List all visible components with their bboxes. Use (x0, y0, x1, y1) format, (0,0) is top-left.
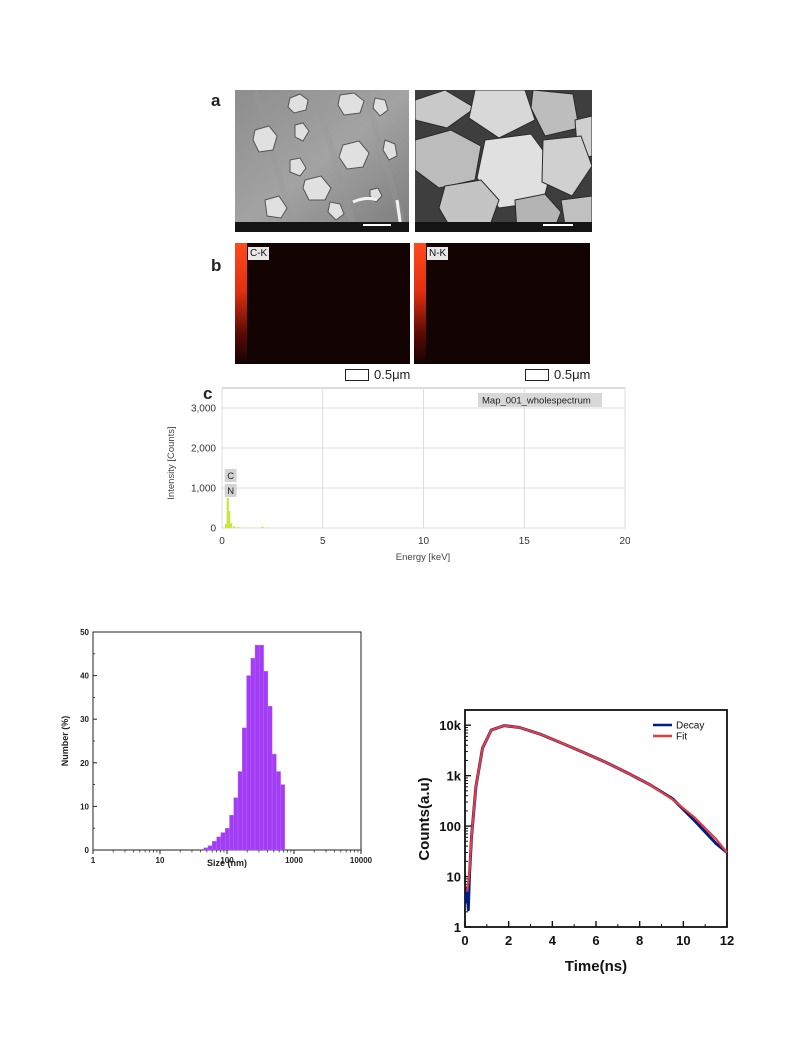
x-axis-label: Energy [keV] (396, 552, 450, 563)
y-axis-label: Number (%) (60, 716, 70, 767)
peak-label: N (227, 486, 234, 497)
histogram-bar (233, 797, 239, 851)
x-tick-label: 10000 (350, 856, 373, 865)
plot-frame (92, 631, 362, 851)
histogram-bar (216, 836, 222, 851)
sem-image-right (415, 90, 592, 232)
y-tick-label: 50 (80, 628, 89, 637)
histogram-bar (242, 727, 247, 851)
y-tick-label: 40 (80, 672, 89, 681)
histogram-bar (207, 845, 213, 851)
histogram-bar (237, 771, 243, 851)
x-tick-label: 12 (720, 933, 734, 948)
peak-label: C (227, 471, 234, 482)
histogram-bar (211, 841, 217, 851)
histogram-bar (203, 847, 209, 851)
x-tick-label: 10 (156, 856, 165, 865)
eds-colorbar (414, 243, 426, 364)
peak-label-box (224, 484, 237, 497)
peak-label-box (224, 469, 237, 482)
scale-bar-right: 0.5μm (525, 367, 590, 382)
plot-frame (464, 709, 728, 928)
panel-label-b: b (211, 256, 222, 275)
x-tick-label: 2 (505, 933, 512, 948)
y-tick-label: 10 (80, 802, 89, 811)
x-tick-label: 4 (549, 933, 557, 948)
spectrum-bar (226, 498, 229, 528)
x-tick-label: 20 (619, 536, 630, 547)
panel-label-c: c (203, 384, 213, 403)
histogram-bar (263, 671, 269, 851)
x-tick-label: 0 (219, 536, 225, 547)
legend-label: Decay (676, 721, 704, 732)
x-tick-label: 0 (461, 933, 468, 948)
eds-element-tag: N-K (427, 247, 449, 260)
histogram-bar (229, 814, 234, 851)
histogram-bar (271, 753, 277, 851)
y-tick-label: 20 (80, 759, 89, 768)
scale-bar-label: 0.5μm (554, 367, 591, 382)
x-axis-label: Size (nm) (207, 858, 247, 868)
spectrum-bar (233, 526, 236, 528)
spectrum-bar (225, 524, 228, 528)
x-tick-label: 10 (418, 536, 430, 547)
y-tick-label: 0 (85, 846, 90, 855)
spectrum-bar (230, 523, 233, 528)
scale-bar-box (345, 368, 369, 381)
scale-bar-left: 0.5μm (345, 367, 410, 382)
y-tick-label: 0 (210, 524, 216, 535)
y-axis-label: Counts(a.u) (416, 777, 433, 860)
x-tick-label: 1 (91, 856, 96, 865)
histogram-bar (254, 644, 260, 851)
series-line-fit (466, 724, 728, 892)
x-tick-label: 5 (320, 536, 326, 547)
panel-label-a: a (211, 91, 221, 110)
x-axis-label: Time(ns) (565, 958, 627, 975)
x-tick-label: 8 (636, 933, 643, 948)
histogram-bar (250, 657, 256, 851)
histogram-bar (246, 675, 252, 851)
scale-bar-label: 0.5μm (374, 367, 411, 382)
histogram-bar (276, 771, 281, 851)
spectrum-bar (228, 511, 231, 528)
spectrum-bar (261, 526, 264, 528)
y-tick-label: 1k (447, 769, 462, 784)
eds-colorbar (235, 243, 247, 364)
eds-spectrum-chart: 0 1,000 2,000 3,000 0 5 10 15 20 Map_001_wholes… (166, 387, 630, 563)
legend-label: Fit (676, 732, 687, 743)
histogram-bar (220, 832, 226, 851)
histogram-bar (224, 827, 230, 851)
scale-bar-box (525, 368, 549, 381)
x-tick-label: 6 (592, 933, 599, 948)
histogram-bar (259, 644, 264, 851)
y-tick-label: 10 (447, 870, 461, 885)
y-tick-label: 2,000 (191, 444, 216, 455)
histogram-bar (280, 784, 286, 851)
y-axis-label: Intensity [Counts] (166, 426, 177, 499)
eds-element-tag: C-K (248, 247, 270, 260)
y-tick-label: 30 (80, 715, 89, 724)
x-tick-label: 10 (676, 933, 690, 948)
size-distribution-chart: 0 10 20 30 40 50 1 10 100 1000 10000 Size (nm) Nu… (60, 628, 373, 868)
y-tick-label: 1 (454, 920, 461, 935)
legend-box (478, 393, 602, 407)
spectrum-bar (237, 527, 240, 528)
eds-map-carbon: C-K (235, 243, 410, 364)
sem-image-left (235, 90, 409, 232)
y-tick-label: 10k (439, 718, 461, 733)
x-tick-label: 15 (519, 536, 531, 547)
x-tick-label: 100 (220, 856, 234, 865)
y-tick-label: 1,000 (191, 484, 216, 495)
legend-label: Map_001_wholespectrum (482, 396, 591, 407)
eds-map-nitrogen: N-K (414, 243, 590, 364)
y-tick-label: 100 (439, 819, 461, 834)
y-tick-label: 3,000 (191, 404, 216, 415)
x-tick-label: 1000 (285, 856, 303, 865)
histogram-bar (267, 705, 273, 851)
